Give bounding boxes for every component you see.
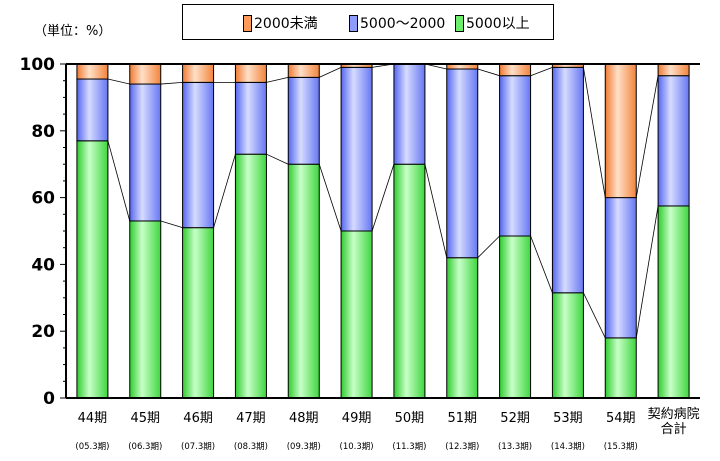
y-tick-label: 40 [31, 255, 55, 275]
legend-item-5000-2000: 5000～2000 [349, 13, 445, 33]
bar-segment-green [234, 153, 267, 399]
bar-segment-blue [340, 66, 373, 232]
bar-segment-orange [499, 63, 532, 77]
series-connector-line [583, 67, 606, 198]
series-connector-line [635, 75, 659, 198]
x-tick-label: 52期 [500, 411, 530, 426]
legend: 2000未満 5000～2000 5000以上 [182, 4, 554, 40]
x-sub-label: (06.3期) [128, 442, 162, 452]
x-tick-label: 46期 [183, 411, 213, 426]
x-sub-label: (12.3期) [445, 442, 479, 452]
series-connector-line [477, 68, 500, 77]
x-tick-label: 47期 [236, 411, 266, 426]
series-connector-line [477, 235, 500, 259]
x-tick-label: 53期 [553, 411, 583, 426]
x-sub-label: (09.3期) [287, 442, 321, 452]
bar-segment-green [393, 163, 426, 399]
series-connector-line [371, 164, 395, 232]
legend-swatch-blue [349, 14, 358, 32]
legend-swatch-orange [243, 14, 252, 32]
bar-segment-orange [287, 63, 320, 78]
series-connector-line [530, 66, 553, 77]
x-tick-label: 44期 [78, 411, 108, 426]
bar-segment-green [657, 205, 690, 399]
series-connector-line [107, 78, 130, 85]
legend-label: 5000～2000 [360, 16, 446, 32]
bar-segment-orange [182, 63, 215, 83]
bar-segment-green [446, 257, 479, 399]
unit-label: （単位：%） [34, 24, 112, 39]
x-sub-label: (11.3期) [392, 442, 426, 452]
series-connector-line [266, 76, 289, 83]
x-sub-label: (10.3期) [340, 442, 374, 452]
x-sub-label: (15.3期) [604, 442, 638, 452]
bar-segment-blue [287, 76, 320, 165]
series-connector-line [583, 292, 606, 339]
series-connector-line [266, 153, 289, 165]
bar-segment-blue [551, 66, 584, 294]
y-tick-label: 100 [20, 55, 56, 75]
legend-label: 2000未満 [254, 16, 318, 32]
legend-label: 5000以上 [466, 16, 530, 32]
x-sub-label: (13.3期) [498, 442, 532, 452]
series-connector-line [107, 140, 131, 222]
bar-segment-green [604, 337, 637, 399]
series-connector-line [530, 235, 553, 293]
bar-segment-green [287, 163, 320, 399]
y-tick-label: 0 [43, 389, 55, 409]
bar-segment-blue [499, 75, 532, 237]
bar-segment-blue [604, 197, 637, 339]
bar-segment-blue [129, 83, 162, 222]
x-sub-label: (05.3期) [75, 442, 109, 452]
x-tick-label: 51期 [447, 411, 477, 426]
x-tick-label-line2: 合計 [661, 421, 687, 437]
bar-segment-orange [129, 63, 162, 85]
bar-segment-blue [234, 81, 267, 155]
y-tick-label: 80 [31, 122, 55, 142]
bar-segment-blue [76, 78, 109, 142]
bar-segment-orange [76, 63, 109, 80]
y-tick-label: 20 [31, 322, 55, 342]
series-connector-line [318, 164, 342, 232]
x-tick-label: 50期 [395, 411, 425, 426]
series-connector-line [424, 164, 448, 258]
x-sub-label: (08.3期) [234, 442, 268, 452]
series-connector-line [213, 154, 236, 228]
bar-segment-green [76, 140, 109, 399]
bar-segment-green [499, 235, 532, 399]
bar-segment-blue [446, 68, 479, 259]
series-connector-line [319, 66, 342, 78]
legend-swatch-green [455, 14, 464, 32]
x-tick-label: 54期 [606, 411, 636, 426]
bar-segment-green [551, 292, 584, 399]
x-tick-label: 契約病院 [648, 407, 700, 422]
bar-segment-green [182, 227, 215, 399]
legend-item-under-2000: 2000未満 [243, 13, 318, 33]
x-tick-label: 49期 [342, 411, 372, 426]
bar-segment-blue [182, 81, 215, 229]
bar-segment-blue [657, 75, 690, 207]
legend-item-over-5000: 5000以上 [455, 13, 530, 33]
series-connector-line [160, 81, 183, 85]
bar-segment-green [340, 230, 373, 399]
x-sub-label: (14.3期) [551, 442, 585, 452]
series-connector-line [160, 220, 183, 229]
bar-segment-orange [604, 63, 637, 199]
series-connector-line [635, 205, 659, 338]
bar-segment-green [129, 220, 162, 399]
bar-segment-orange [234, 63, 267, 83]
x-sub-label: (07.3期) [181, 442, 215, 452]
x-tick-label: 45期 [130, 411, 160, 426]
y-tick-label: 60 [31, 189, 55, 209]
bar-segment-blue [393, 63, 426, 165]
x-tick-label: 48期 [289, 411, 319, 426]
bar-segment-orange [657, 63, 690, 77]
